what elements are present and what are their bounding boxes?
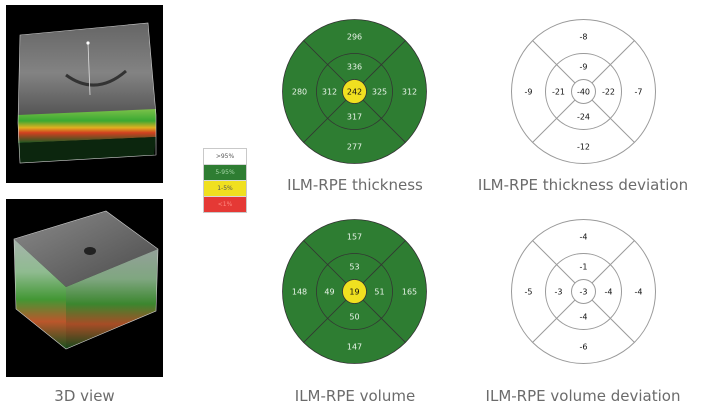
sector-value-outer-bottom: -12 [577, 143, 590, 152]
sector-value-outer-top: -8 [580, 33, 588, 42]
sector-value-center: -3 [580, 288, 588, 297]
sector-divider [591, 40, 635, 84]
sector-value-outer-top: -4 [580, 233, 588, 242]
sector-value-center: 242 [347, 88, 362, 97]
sector-value-inner-top: -9 [580, 63, 588, 72]
sector-value-outer-top: 296 [347, 33, 362, 42]
sector-divider [303, 240, 347, 284]
sector-divider [303, 40, 347, 84]
sector-value-inner-bottom: 317 [347, 113, 362, 122]
center-zone [342, 79, 367, 104]
legend-item: >95% [204, 149, 246, 165]
inner-ring [316, 253, 393, 330]
oct-3d-render-top [6, 5, 163, 183]
sector-value-inner-bottom: -4 [580, 313, 588, 322]
legend-item: <1% [204, 197, 246, 212]
sector-divider [303, 299, 347, 343]
inner-ring [545, 53, 622, 130]
sector-divider [591, 240, 635, 284]
sector-value-inner-bottom: 50 [349, 313, 359, 322]
sector-value-outer-top: 157 [347, 233, 362, 242]
inner-ring [316, 53, 393, 130]
sector-divider [532, 40, 576, 84]
caption-thickness-deviation: ILM-RPE thickness deviation [477, 176, 689, 194]
sector-divider [532, 299, 576, 343]
sector-value-inner-right: -4 [605, 288, 613, 297]
sector-value-outer-bottom: 277 [347, 143, 362, 152]
sector-value-inner-top: -1 [580, 263, 588, 272]
sector-divider [591, 99, 635, 143]
sector-value-outer-bottom: 147 [347, 343, 362, 352]
sector-value-inner-right: 325 [372, 88, 387, 97]
sector-value-outer-right: -4 [635, 288, 643, 297]
sector-divider [532, 99, 576, 143]
sector-value-inner-left: 49 [324, 288, 334, 297]
sector-value-outer-right: -7 [635, 88, 643, 97]
sector-divider [362, 40, 406, 84]
sector-value-outer-left: -5 [525, 288, 533, 297]
legend-item: 1-5% [204, 181, 246, 197]
sector-divider [591, 299, 635, 343]
volume-deviation-map: -3 -1 -4 -3 -4 -4 -6 -5 -4 [511, 219, 656, 364]
sector-value-outer-right: 312 [402, 88, 417, 97]
sector-value-inner-right: 51 [374, 288, 384, 297]
sector-divider [303, 99, 347, 143]
oct-3d-render-bottom [6, 199, 163, 377]
sector-value-inner-left: -3 [555, 288, 563, 297]
sector-value-inner-top: 336 [347, 63, 362, 72]
sector-value-center: -40 [577, 88, 590, 97]
sector-value-inner-top: 53 [349, 263, 359, 272]
sector-value-inner-left: 312 [322, 88, 337, 97]
center-zone [571, 79, 596, 104]
sector-value-inner-right: -22 [602, 88, 615, 97]
sector-value-center: 19 [349, 288, 359, 297]
sector-value-outer-bottom: -6 [580, 343, 588, 352]
caption-volume: ILM-RPE volume [294, 387, 416, 405]
sector-value-outer-right: 165 [402, 288, 417, 297]
volume-map: 19 53 50 49 51 157 147 148 165 [282, 219, 427, 364]
legend-item: 5-95% [204, 165, 246, 181]
center-zone [342, 279, 367, 304]
caption-3d-view: 3D view [54, 387, 115, 405]
oct-3d-render-bottom-svg [6, 199, 163, 377]
sector-divider [362, 299, 406, 343]
caption-thickness: ILM-RPE thickness [287, 176, 423, 194]
sector-divider [532, 240, 576, 284]
sector-value-outer-left: -9 [525, 88, 533, 97]
sector-divider [362, 99, 406, 143]
sector-divider [362, 240, 406, 284]
center-zone [571, 279, 596, 304]
caption-volume-deviation: ILM-RPE volume deviation [485, 387, 681, 405]
oct-3d-render-top-svg [6, 5, 163, 183]
percentile-legend: >95% 5-95% 1-5% <1% [203, 148, 247, 213]
thickness-map: 242 336 317 312 325 296 277 280 312 [282, 19, 427, 164]
sector-value-outer-left: 280 [292, 88, 307, 97]
sector-value-inner-bottom: -24 [577, 113, 590, 122]
sector-value-outer-left: 148 [292, 288, 307, 297]
thickness-deviation-map: -40 -9 -24 -21 -22 -8 -12 -9 -7 [511, 19, 656, 164]
sector-value-inner-left: -21 [552, 88, 565, 97]
inner-ring [545, 253, 622, 330]
